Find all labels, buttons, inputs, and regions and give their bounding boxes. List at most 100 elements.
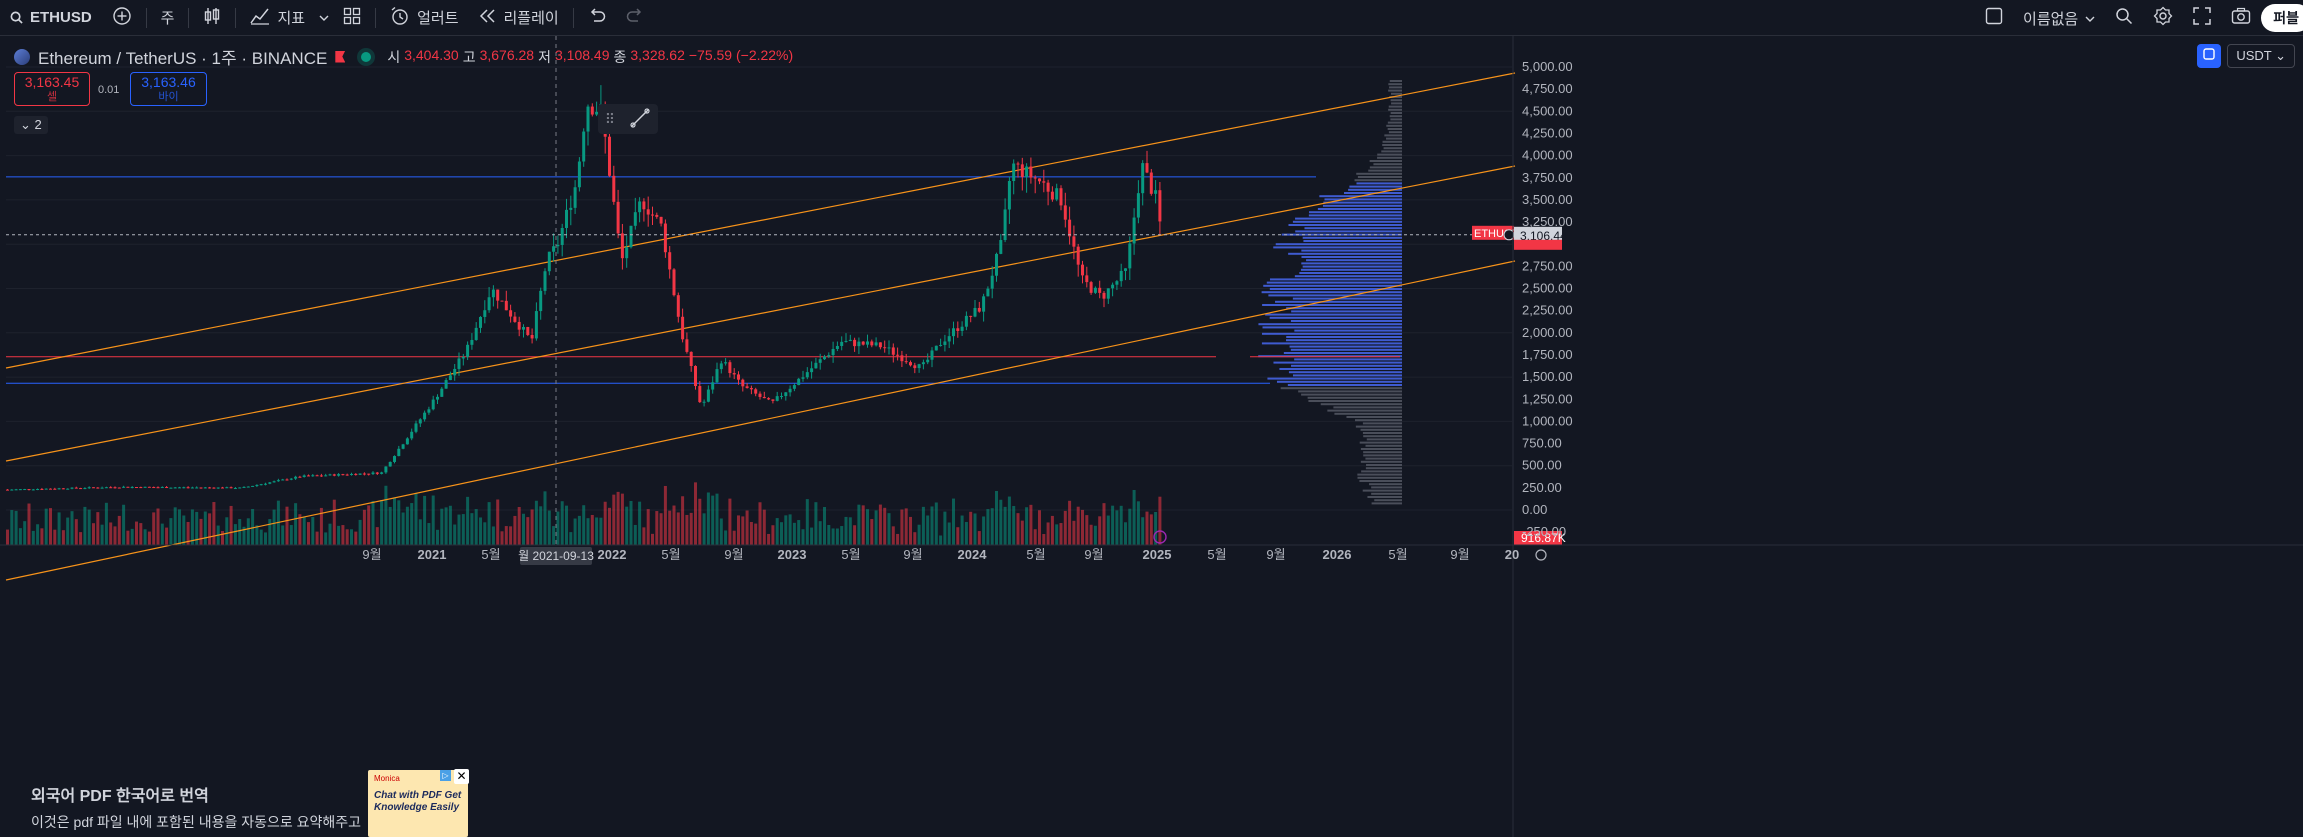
currency-select[interactable]: USDT ⌄ bbox=[2227, 44, 2295, 68]
maximize-button[interactable] bbox=[2183, 3, 2221, 33]
drawing-floating-toolbar[interactable]: ⠿ bbox=[598, 104, 658, 134]
sell-price-tag bbox=[1514, 239, 1562, 250]
divider bbox=[235, 7, 237, 28]
snapshot-button[interactable] bbox=[2221, 3, 2261, 33]
candle-body bbox=[1072, 236, 1076, 247]
candle-body bbox=[685, 339, 689, 352]
volume-bar bbox=[10, 510, 14, 545]
volume-bar bbox=[706, 492, 710, 545]
buy-button[interactable]: 3,163.46 바이 bbox=[130, 72, 207, 106]
sell-button[interactable]: 3,163.45 셀 bbox=[14, 72, 90, 106]
candle-body bbox=[608, 136, 611, 176]
indicators-dropdown[interactable] bbox=[315, 3, 333, 33]
time-tick-label: 20 bbox=[1505, 547, 1519, 562]
candle-body bbox=[57, 488, 61, 490]
volume-bar bbox=[1042, 534, 1046, 545]
volume-profile-row bbox=[1295, 230, 1402, 233]
collapse-indicators-button[interactable]: ⌄ 2 bbox=[14, 116, 48, 134]
candle-body bbox=[668, 252, 672, 270]
candle-body bbox=[427, 409, 431, 413]
indicator-count: 2 bbox=[34, 117, 42, 132]
volume-bar bbox=[1132, 489, 1136, 545]
volume-bar bbox=[1106, 515, 1110, 545]
redo-button[interactable] bbox=[616, 3, 654, 33]
flag-icon[interactable] bbox=[335, 50, 346, 63]
volume-profile-row bbox=[1366, 464, 1402, 466]
candle-body bbox=[109, 487, 113, 489]
volume-profile-row bbox=[1371, 486, 1402, 489]
price-tick-label: 750.00 bbox=[1522, 436, 1562, 451]
volume-bar bbox=[573, 518, 577, 545]
volume-bar bbox=[418, 519, 422, 545]
volume-bar bbox=[423, 495, 427, 545]
ad-image[interactable]: Monica Chat with PDF Get Knowledge Easil… bbox=[368, 770, 468, 837]
interval-label: 주 bbox=[160, 10, 175, 27]
volume-bar bbox=[878, 504, 882, 545]
candle-body bbox=[771, 399, 775, 401]
undo-button[interactable] bbox=[578, 3, 616, 33]
volume-bar bbox=[685, 514, 689, 545]
volume-profile-row bbox=[1389, 86, 1402, 89]
symbol-tag-bg bbox=[1472, 225, 1514, 240]
volume-profile-row bbox=[1261, 342, 1402, 345]
settings-button[interactable] bbox=[2143, 3, 2183, 33]
quick-search-button[interactable] bbox=[2105, 3, 2143, 33]
candle-body bbox=[874, 342, 878, 346]
compare-symbol-button[interactable] bbox=[102, 3, 142, 33]
interval-button[interactable]: 주 bbox=[151, 3, 185, 33]
volume-bar bbox=[844, 516, 848, 545]
time-tick-label: 2021 bbox=[418, 547, 447, 562]
volume-bar bbox=[79, 532, 83, 545]
candle-body bbox=[857, 341, 861, 347]
volume-bar bbox=[771, 525, 775, 545]
alert-button[interactable]: 얼러트 bbox=[380, 3, 468, 33]
candle-body bbox=[418, 419, 422, 424]
candle-body bbox=[423, 412, 427, 420]
volume-bar bbox=[461, 514, 465, 545]
symbol-title[interactable]: Ethereum / TetherUS · 1주 · BINANCE bbox=[38, 49, 328, 68]
candle-body bbox=[414, 423, 418, 432]
channel-line bbox=[5, 260, 1516, 581]
candle-body bbox=[659, 216, 663, 224]
symbol-legend: Ethereum / TetherUS · 1주 · BINANCE 시 3,40… bbox=[14, 44, 793, 69]
time-tick-label: 2025 bbox=[1143, 547, 1172, 562]
chart-pane[interactable]: 월 2021-09-13 ETHUSD 3,106.44 916.87K 5,000.… bbox=[0, 36, 2303, 837]
templates-button[interactable] bbox=[333, 3, 371, 33]
volume-profile-row bbox=[1377, 156, 1402, 159]
trendline-icon[interactable] bbox=[629, 107, 651, 132]
chart-type-button[interactable] bbox=[193, 3, 231, 33]
ad-banner[interactable]: 외국어 PDF 한국어로 번역 이것은 pdf 파일 내에 포함된 내용을 자동… bbox=[14, 766, 471, 837]
publish-button[interactable]: 퍼블 bbox=[2261, 4, 2303, 32]
market-status-icon[interactable] bbox=[361, 51, 372, 62]
price-tick-label: 2,000.00 bbox=[1522, 325, 1573, 340]
indicators-button[interactable]: 지표 bbox=[240, 3, 315, 33]
candle-body bbox=[848, 339, 852, 341]
ad-close-button[interactable]: ✕ bbox=[454, 769, 469, 784]
fullscreen-toggle[interactable] bbox=[1975, 3, 2013, 33]
drag-handle-icon[interactable]: ⠿ bbox=[604, 110, 616, 127]
volume-bar bbox=[345, 529, 349, 545]
candle-body bbox=[758, 393, 762, 397]
volume-bar bbox=[784, 515, 788, 545]
price-tick-label: 2,250.00 bbox=[1522, 303, 1573, 318]
candle-body bbox=[1132, 217, 1136, 244]
candle-body bbox=[491, 289, 495, 298]
sell-label: 셀 bbox=[46, 91, 58, 103]
volume-profile-row bbox=[1261, 291, 1402, 294]
volume-bar bbox=[977, 531, 981, 545]
ad-info-icon[interactable]: ▷ bbox=[440, 770, 451, 781]
volume-bar bbox=[1115, 510, 1119, 545]
time-tick-label: 2026 bbox=[1323, 547, 1352, 562]
candle-body bbox=[969, 315, 973, 317]
volume-profile-row bbox=[1371, 502, 1402, 505]
auto-scale-button[interactable] bbox=[2197, 44, 2222, 68]
buy-label: 바이 bbox=[158, 91, 179, 103]
volume-profile-row bbox=[1361, 470, 1402, 473]
symbol-search[interactable]: ETHUSD bbox=[0, 3, 102, 33]
replay-button[interactable]: 리플레이 bbox=[469, 3, 569, 33]
candle-body bbox=[556, 244, 560, 247]
layout-name-button[interactable]: 이름없음 bbox=[2013, 3, 2105, 33]
candle-body bbox=[844, 340, 848, 342]
candle-body bbox=[259, 484, 263, 486]
